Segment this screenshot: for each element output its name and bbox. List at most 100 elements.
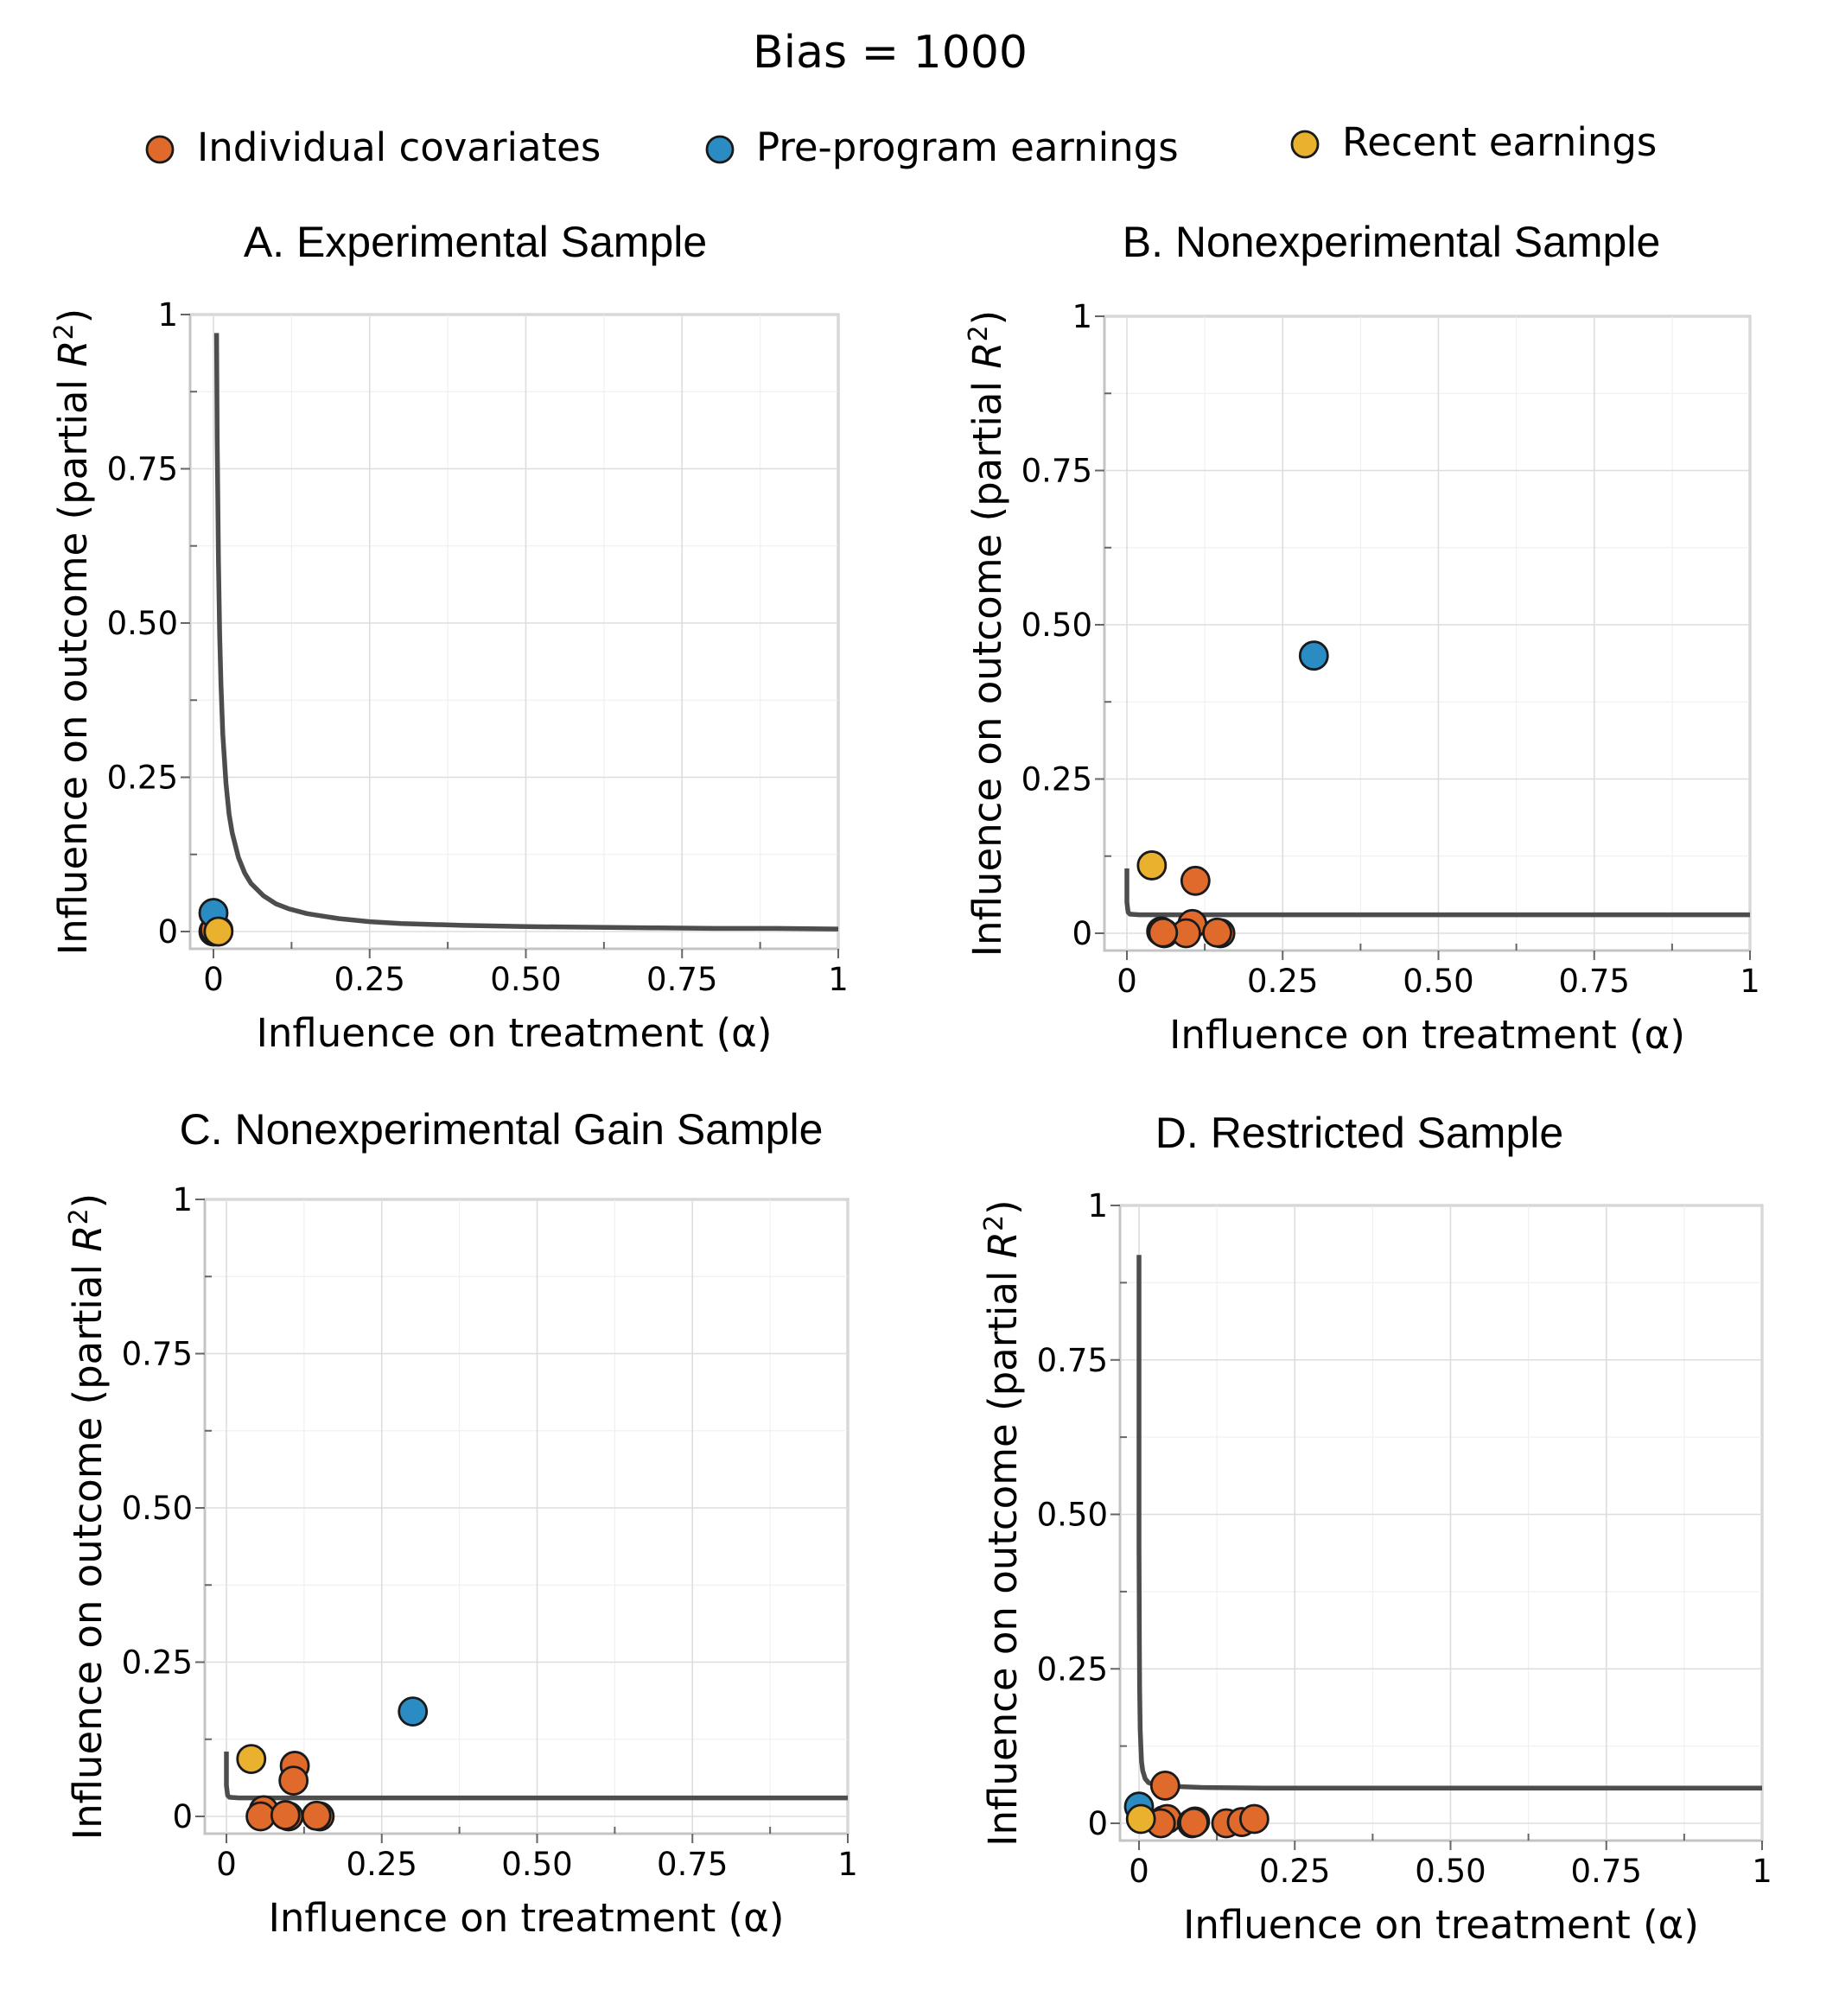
y-tick-label: 0.50	[107, 605, 178, 642]
y-axis-label-symbol: R	[980, 1231, 1026, 1258]
y-tick-label: 1	[1087, 1187, 1108, 1224]
panel-title: D. Restricted Sample	[1155, 1109, 1563, 1157]
legend-item-individual-covariates: Individual covariates	[145, 124, 601, 170]
bias-threshold-curve	[224, 1752, 848, 1801]
y-axis-label-superscript: 2	[64, 1208, 94, 1224]
y-axis-label-superscript: 2	[49, 323, 80, 340]
bias-threshold-curve	[1124, 868, 1750, 918]
point-individual-covariates	[1238, 1803, 1269, 1835]
bias-threshold-curve	[1136, 1255, 1762, 1790]
y-tick-label: 0.75	[107, 451, 178, 488]
point-recent-earnings	[1136, 850, 1168, 881]
x-tick-label: 1	[837, 1846, 858, 1883]
y-axis-label-symbol: R	[964, 341, 1010, 368]
y-axis-label: Influence on outcome (partial R2)	[49, 308, 96, 955]
x-tick-label: 1	[1740, 963, 1760, 1000]
chart-panel-d: 0 0.25 0.50 0.75 1 0 0.25 0.50 0.75 1 D. Restricte…	[979, 1109, 1772, 1948]
point-recent-earnings	[236, 1744, 267, 1774]
point-recent-earnings	[203, 916, 234, 947]
x-tick-label: 0.50	[1403, 963, 1473, 1000]
y-tick-label: 0.75	[1021, 453, 1092, 490]
y-tick-label: 0	[172, 1798, 193, 1835]
y-axis-label-text: Influence on outcome (partial	[50, 367, 96, 955]
point-individual-covariates	[1202, 917, 1232, 948]
plot-area	[203, 1198, 850, 1835]
x-tick-label: 0	[203, 961, 224, 998]
chart-panel-c: 0 0.25 0.50 0.75 1 0 0.25 0.50 0.75 1 C. Nonexperi…	[64, 1105, 858, 1941]
legend-marker-individual-covariates	[145, 135, 175, 164]
y-tick-label: 0	[1072, 915, 1092, 952]
y-tick-label: 0.50	[1021, 607, 1092, 644]
x-tick-label: 0.50	[1415, 1853, 1486, 1890]
legend: Individual covariates Pre-program earnin…	[145, 119, 1657, 170]
y-tick-label: 0.25	[1037, 1650, 1108, 1688]
x-tick-label: 1	[1752, 1853, 1772, 1890]
x-tick-label: 1	[828, 961, 849, 998]
point-individual-covariates	[1179, 1807, 1209, 1838]
x-tick-label: 0	[216, 1846, 237, 1883]
x-tick-label: 0.25	[1247, 963, 1318, 1000]
y-tick-label: 0.75	[1037, 1342, 1108, 1379]
x-tick-label: 0.75	[1559, 963, 1630, 1000]
point-recent-earnings	[1125, 1803, 1156, 1835]
legend-item-pre-program-earnings: Pre-program earnings	[705, 124, 1179, 170]
figure-title: Bias = 1000	[753, 27, 1028, 79]
point-individual-covariates	[301, 1800, 332, 1831]
panel-title: B. Nonexperimental Sample	[1123, 218, 1661, 266]
y-axis-label-close: )	[50, 308, 96, 324]
y-axis-label-symbol: R	[50, 340, 96, 366]
point-pre-program-earnings	[398, 1696, 429, 1727]
y-axis-label-close: )	[980, 1199, 1026, 1215]
chart-panels: 0 0.25 0.50 0.75 1 0 0.25 0.50 0.75 1 A. Experimen…	[49, 218, 1772, 1948]
y-tick-label: 0.25	[1021, 761, 1092, 798]
plot-area	[1118, 1204, 1764, 1842]
x-tick-label: 0.75	[1571, 1853, 1642, 1890]
x-axis-label: Influence on treatment (α)	[1169, 1012, 1685, 1058]
y-axis-label-text: Influence on outcome (partial	[964, 369, 1010, 957]
x-tick-label: 0.50	[490, 961, 561, 998]
x-tick-label: 0.25	[1259, 1853, 1330, 1890]
y-tick-label: 0.50	[1037, 1497, 1108, 1534]
y-axis-label-close: )	[65, 1193, 111, 1209]
point-individual-covariates	[245, 1801, 276, 1832]
chart-panel-a: 0 0.25 0.50 0.75 1 0 0.25 0.50 0.75 1 A. Experimen…	[49, 218, 849, 1056]
y-tick-label: 0.25	[122, 1644, 193, 1682]
point-individual-covariates	[1149, 1770, 1180, 1801]
y-axis-label-superscript: 2	[979, 1215, 1009, 1231]
y-tick-label: 0	[1087, 1805, 1108, 1842]
x-tick-label: 0.75	[657, 1846, 728, 1883]
point-individual-covariates	[1180, 865, 1211, 896]
x-axis-label: Influence on treatment (α)	[257, 1010, 773, 1056]
legend-marker-recent-earnings	[1290, 130, 1320, 159]
x-tick-label: 0.75	[646, 961, 717, 998]
y-tick-label: 1	[157, 296, 178, 334]
plot-area	[1103, 315, 1752, 952]
y-axis-label: Influence on outcome (partial R2)	[979, 1199, 1026, 1846]
x-tick-label: 0.25	[347, 1846, 417, 1883]
y-axis-label-text: Influence on outcome (partial	[65, 1252, 111, 1840]
point-pre-program-earnings	[1298, 640, 1329, 671]
point-individual-covariates	[1148, 917, 1179, 948]
y-tick-label: 1	[1072, 298, 1092, 335]
panel-title: C. Nonexperimental Gain Sample	[180, 1105, 824, 1154]
x-tick-label: 0	[1129, 1853, 1149, 1890]
y-axis-label-superscript: 2	[964, 325, 994, 341]
y-tick-label: 0.25	[107, 760, 178, 797]
legend-label-recent-earnings: Recent earnings	[1342, 119, 1657, 165]
x-tick-label: 0.25	[334, 961, 405, 998]
legend-item-recent-earnings: Recent earnings	[1290, 119, 1657, 165]
y-tick-label: 0.50	[122, 1490, 193, 1527]
panel-title: A. Experimental Sample	[244, 218, 707, 266]
y-axis-label-symbol: R	[65, 1224, 111, 1251]
y-tick-label: 1	[172, 1181, 193, 1218]
y-tick-label: 0.75	[122, 1336, 193, 1373]
y-axis-label-close: )	[964, 310, 1010, 326]
x-tick-label: 0	[1117, 963, 1137, 1000]
plot-area	[188, 313, 840, 951]
legend-marker-pre-program-earnings	[705, 135, 735, 164]
point-individual-covariates	[278, 1765, 309, 1796]
point-individual-covariates	[270, 1800, 301, 1830]
y-axis-label: Influence on outcome (partial R2)	[964, 310, 1010, 957]
x-axis-label: Influence on treatment (α)	[269, 1895, 785, 1941]
